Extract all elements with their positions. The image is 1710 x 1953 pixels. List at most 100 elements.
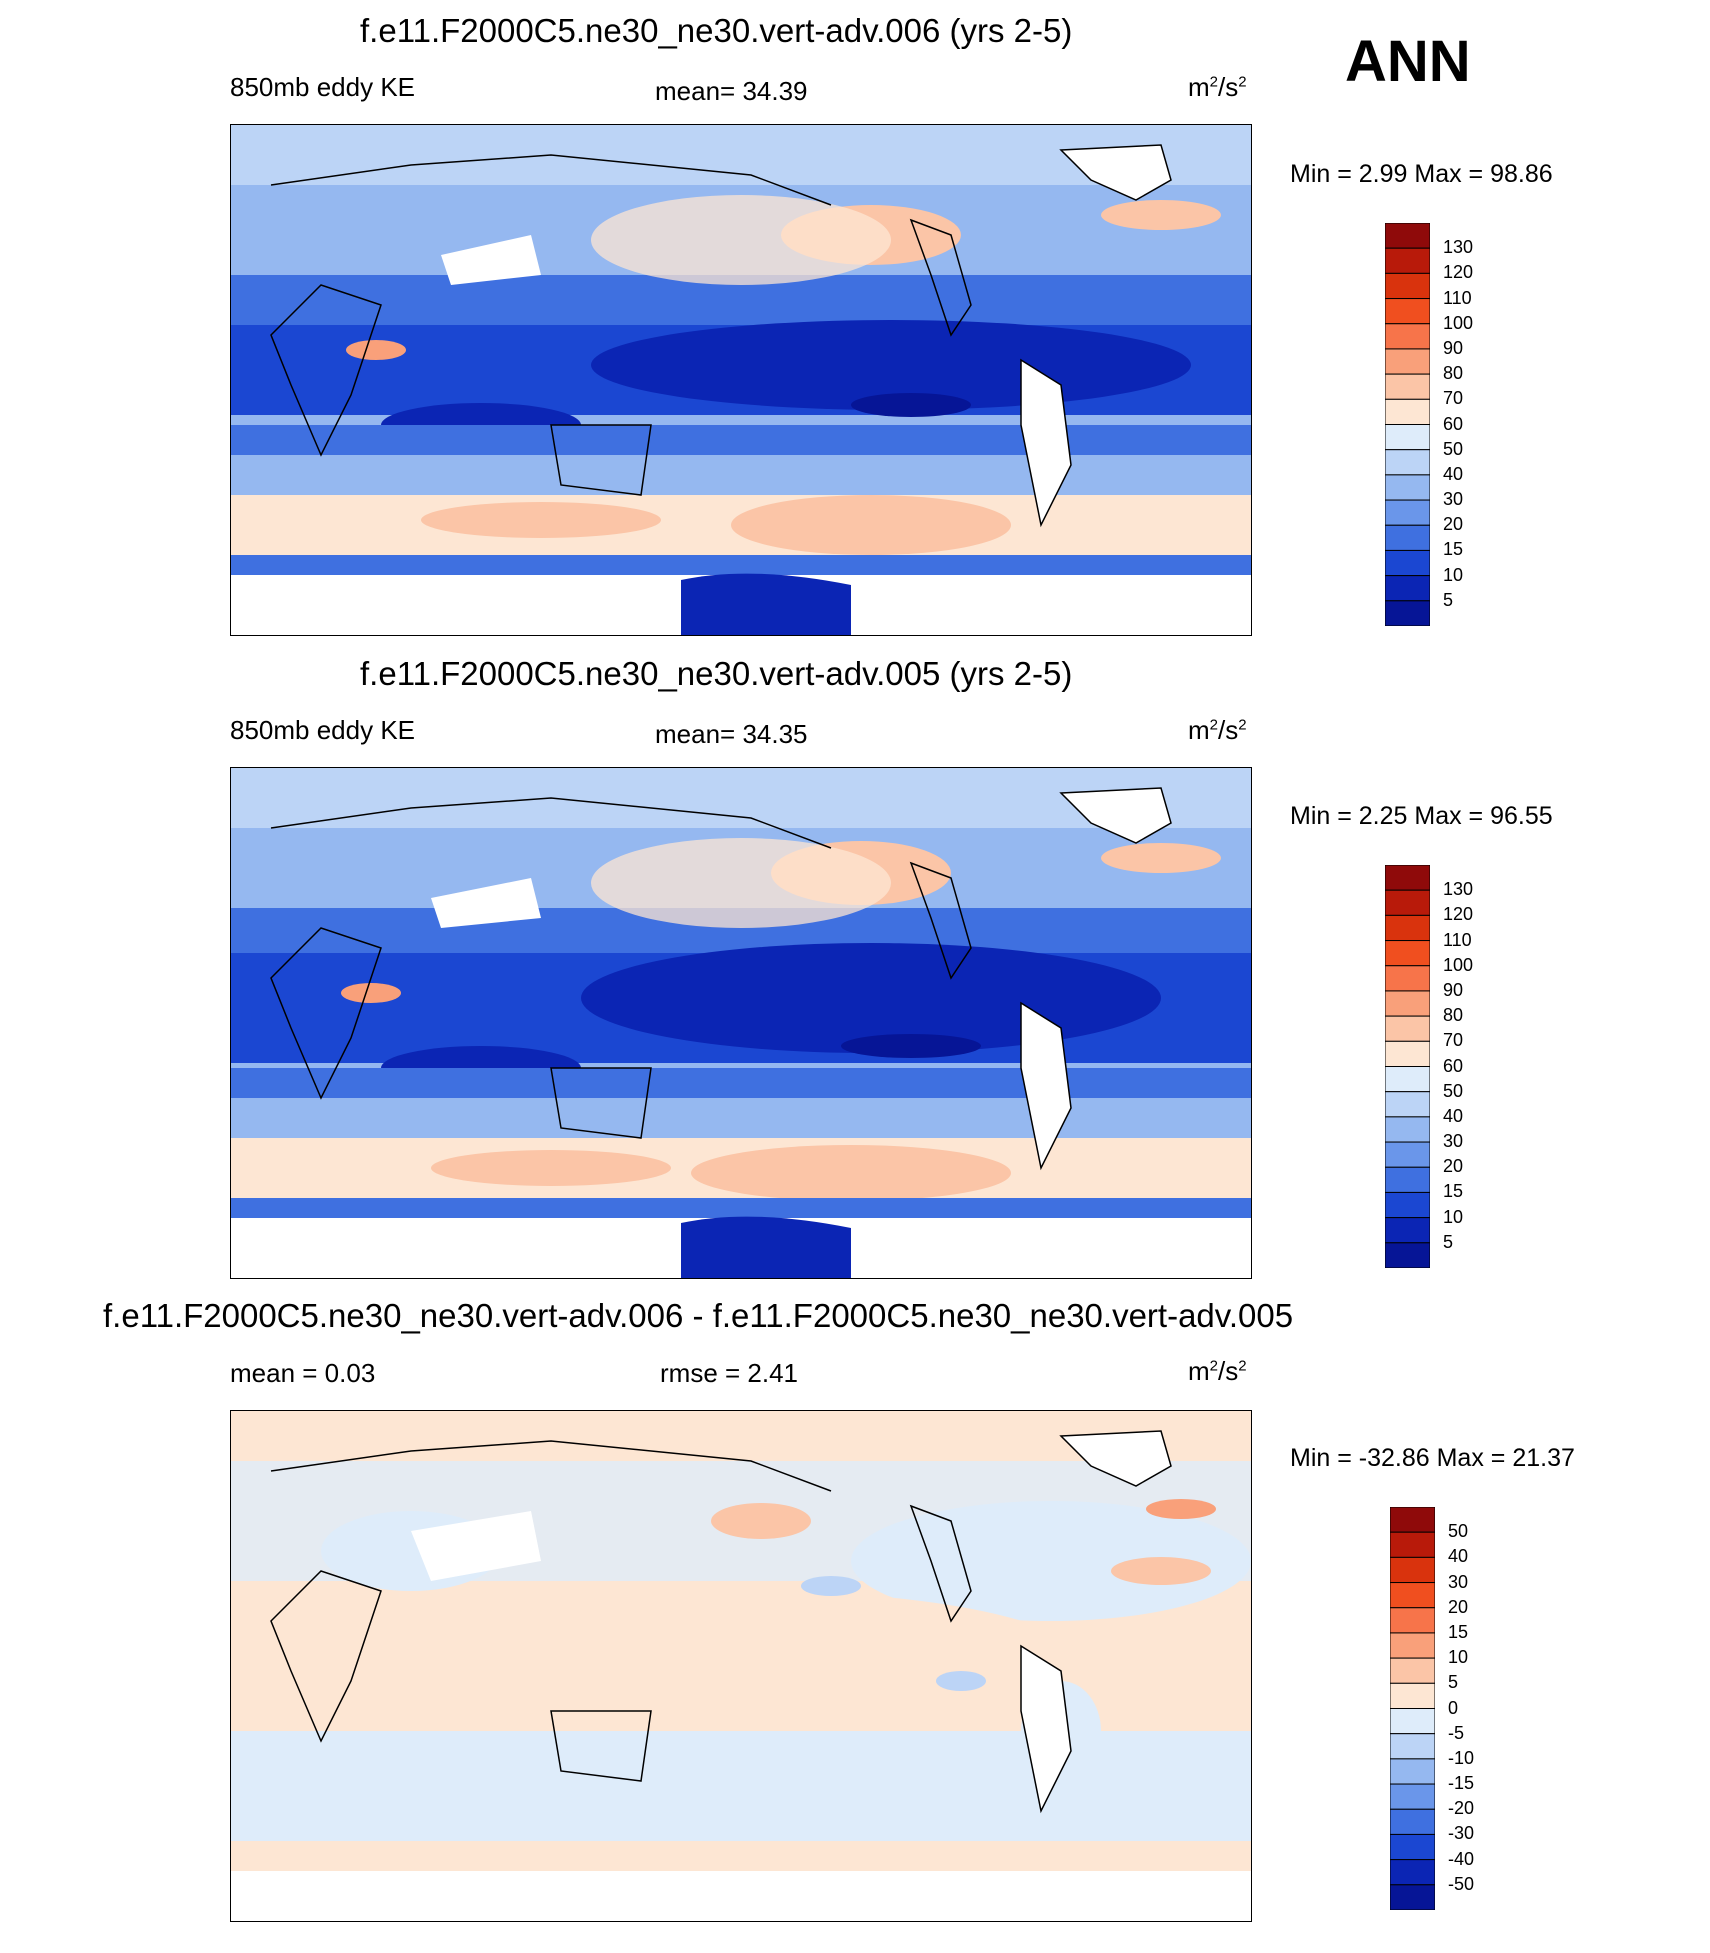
panel-1-colorbar-labels: 130 120 110 100 90 80 70 60 50 40 30 20 15 10 5 — [1443, 223, 1523, 626]
colorbar-swatch — [1384, 1217, 1431, 1244]
panel-2-mean-label: mean= 34.35 — [655, 719, 808, 749]
colorbar-tick-label: 10 — [1443, 1206, 1464, 1227]
colorbar-swatch — [1384, 1141, 1431, 1168]
colorbar-swatch — [1389, 1632, 1436, 1659]
colorbar-tick-label: 5 — [1443, 1231, 1454, 1252]
colorbar-tick-label: 90 — [1443, 337, 1464, 358]
colorbar-tick-label: 15 — [1443, 1181, 1464, 1202]
colorbar-swatch — [1384, 549, 1431, 577]
colorbar-swatch — [1384, 990, 1431, 1017]
panel-1-title: f.e11.F2000C5.ne30_ne30.vert-adv.006 (yr… — [360, 12, 1073, 49]
colorbar-tick-label: -20 — [1448, 1798, 1475, 1819]
colorbar-swatch — [1384, 247, 1431, 274]
colorbar-swatch — [1389, 1833, 1436, 1861]
colorbar-tick-label: 5 — [1443, 589, 1454, 610]
colorbar-tick-label: 20 — [1443, 514, 1464, 535]
colorbar-swatch — [1384, 449, 1431, 476]
colorbar-swatch — [1389, 1506, 1436, 1533]
colorbar-swatch — [1389, 1607, 1436, 1634]
colorbar-tick-label: 120 — [1443, 904, 1474, 925]
colorbar-tick-label: 15 — [1443, 539, 1464, 560]
panel-3-units: m2/s2 — [1188, 1356, 1247, 1386]
colorbar-tick-label: 50 — [1448, 1521, 1469, 1542]
colorbar-swatch — [1384, 1066, 1431, 1093]
panel-2-left-label: 850mb eddy KE — [230, 715, 416, 745]
colorbar-swatch — [1389, 1708, 1436, 1735]
panel-1-minmax: Min = 2.99 Max = 98.86 — [1290, 160, 1553, 188]
colorbar-tick-label: 40 — [1448, 1546, 1469, 1567]
panel-3-colorbar — [1389, 1506, 1436, 1911]
panel-1-left-label: 850mb eddy KE — [230, 72, 416, 102]
colorbar-tick-label: 130 — [1443, 237, 1474, 258]
colorbar-tick-label: 120 — [1443, 262, 1474, 283]
colorbar-swatch — [1389, 1682, 1436, 1709]
colorbar-swatch — [1384, 914, 1431, 942]
panel-2-map — [230, 767, 1252, 1279]
colorbar-tick-label: 70 — [1443, 388, 1464, 409]
colorbar-tick-label: -50 — [1448, 1873, 1475, 1894]
colorbar-swatch — [1384, 889, 1431, 916]
colorbar-swatch — [1389, 1758, 1436, 1785]
panel-1-mean-label: mean= 34.39 — [655, 76, 808, 106]
colorbar-swatch — [1384, 1015, 1431, 1042]
colorbar-tick-label: 30 — [1443, 489, 1464, 510]
colorbar-tick-label: 20 — [1448, 1596, 1469, 1617]
colorbar-tick-label: 90 — [1443, 979, 1464, 1000]
panel-3-map — [230, 1410, 1252, 1922]
panel-2-title: f.e11.F2000C5.ne30_ne30.vert-adv.005 (yr… — [360, 655, 1073, 692]
panel-2-colorbar-labels: 130 120 110 100 90 80 70 60 50 40 30 20 15 10 5 — [1443, 865, 1523, 1268]
colorbar-swatch — [1384, 1040, 1431, 1067]
colorbar-tick-label: 130 — [1443, 879, 1474, 900]
colorbar-swatch — [1389, 1531, 1436, 1558]
colorbar-tick-label: 60 — [1443, 413, 1464, 434]
colorbar-tick-label: 100 — [1443, 954, 1474, 975]
colorbar-tick-label: 40 — [1443, 1105, 1464, 1126]
colorbar-swatch — [1384, 1091, 1431, 1118]
colorbar-swatch — [1389, 1884, 1436, 1911]
colorbar-swatch — [1384, 1116, 1431, 1143]
panel-2-colorbar — [1384, 864, 1431, 1269]
colorbar-swatch — [1389, 1859, 1436, 1886]
colorbar-swatch — [1384, 298, 1431, 325]
colorbar-tick-label: 40 — [1443, 463, 1464, 484]
colorbar-tick-label: 10 — [1443, 564, 1464, 585]
colorbar-swatch — [1389, 1783, 1436, 1810]
colorbar-tick-label: -15 — [1448, 1773, 1475, 1794]
colorbar-swatch — [1384, 348, 1431, 375]
colorbar-tick-label: 30 — [1448, 1571, 1469, 1592]
panel-1-colorbar-swatches — [1384, 222, 1431, 627]
colorbar-swatch — [1389, 1556, 1436, 1584]
colorbar-swatch — [1384, 323, 1431, 350]
colorbar-swatch — [1384, 272, 1431, 300]
panel-3-title: f.e11.F2000C5.ne30_ne30.vert-adv.006 - f… — [103, 1297, 1294, 1334]
panel-2-map-field — [231, 768, 1251, 1278]
season-label: ANN — [1345, 29, 1471, 94]
panel-3-left-label: mean = 0.03 — [230, 1358, 376, 1388]
panel-3-rmse-label: rmse = 2.41 — [660, 1358, 799, 1388]
colorbar-tick-label: 80 — [1443, 1005, 1464, 1026]
colorbar-tick-label: 15 — [1448, 1621, 1469, 1642]
colorbar-tick-label: 70 — [1443, 1030, 1464, 1051]
colorbar-tick-label: -30 — [1448, 1823, 1475, 1844]
panel-3-minmax: Min = -32.86 Max = 21.37 — [1290, 1444, 1575, 1472]
colorbar-swatch — [1384, 373, 1431, 400]
colorbar-tick-label: 20 — [1443, 1156, 1464, 1177]
colorbar-swatch — [1384, 1166, 1431, 1193]
colorbar-tick-label: 60 — [1443, 1055, 1464, 1076]
panel-3-colorbar-labels: 50 40 30 20 15 10 5 0 -5 -10 -15 -20 -30 -40 -50 — [1448, 1507, 1528, 1910]
colorbar-swatch — [1384, 424, 1431, 451]
panel-1-map — [230, 124, 1252, 636]
colorbar-swatch — [1384, 940, 1431, 967]
panel-3-map-field — [231, 1411, 1251, 1921]
colorbar-tick-label: 110 — [1443, 929, 1472, 950]
panel-2-minmax: Min = 2.25 Max = 96.55 — [1290, 802, 1553, 830]
colorbar-swatch — [1384, 965, 1431, 992]
panel-1-map-field — [231, 125, 1251, 635]
colorbar-swatch — [1384, 222, 1431, 249]
colorbar-swatch — [1384, 524, 1431, 551]
colorbar-swatch — [1389, 1582, 1436, 1609]
colorbar-swatch — [1384, 398, 1431, 425]
panel-2-units: m2/s2 — [1188, 715, 1247, 745]
colorbar-swatch — [1389, 1657, 1436, 1684]
panel-2-colorbar-swatches — [1384, 864, 1431, 1269]
